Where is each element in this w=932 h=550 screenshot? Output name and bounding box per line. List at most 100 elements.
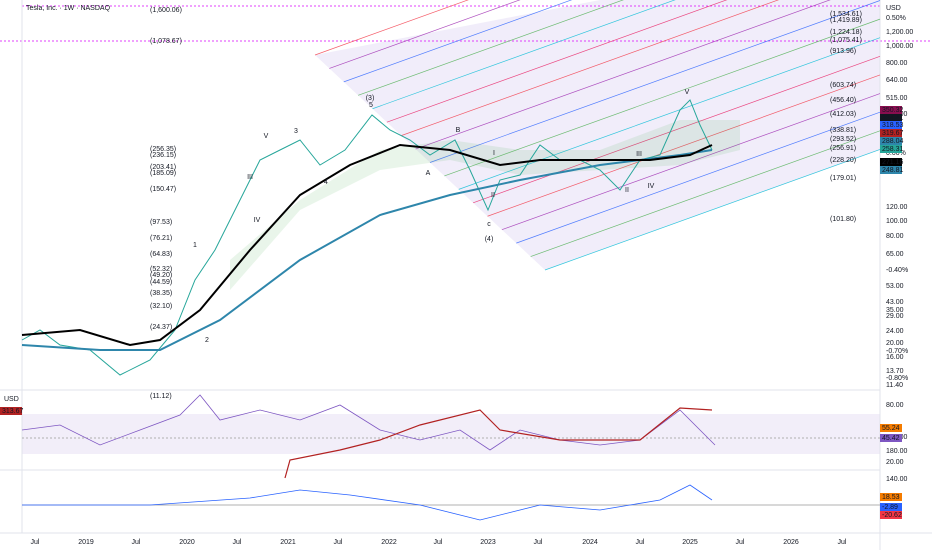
wave-label: (4) bbox=[485, 236, 494, 243]
price-label: 100.00 bbox=[886, 218, 908, 225]
time-label: Jul bbox=[838, 539, 847, 546]
fib-label: (228.20) bbox=[830, 157, 856, 164]
fib-label: (1,078.67) bbox=[150, 38, 182, 45]
pitchfork-area bbox=[315, 0, 880, 270]
time-label: Jul bbox=[31, 539, 40, 546]
pitchfork-line bbox=[473, 56, 881, 204]
price-tag bbox=[880, 145, 902, 153]
pitchfork-line bbox=[372, 0, 676, 110]
value-tag bbox=[880, 511, 902, 519]
wave-label: V bbox=[685, 89, 690, 96]
time-label: 2024 bbox=[582, 539, 598, 546]
time-label: 2019 bbox=[78, 539, 94, 546]
time-label: 2022 bbox=[381, 539, 397, 546]
time-label: 2026 bbox=[783, 539, 799, 546]
pitchfork-line bbox=[444, 18, 881, 177]
pitchfork-line bbox=[314, 0, 469, 56]
price-tag-text: 350.32 bbox=[882, 107, 904, 114]
fib-label: (11.12) bbox=[150, 393, 172, 400]
fib-label: (236.15) bbox=[150, 152, 176, 159]
fib-label: (76.21) bbox=[150, 235, 172, 242]
price-label: -0.80% bbox=[886, 375, 908, 382]
time-label: Jul bbox=[334, 539, 343, 546]
indicator bbox=[284, 407, 713, 479]
price-label: 35.00 bbox=[886, 307, 904, 314]
price-label: 29.00 bbox=[886, 313, 904, 320]
wave-label: A bbox=[426, 170, 431, 177]
time-label: Jul bbox=[233, 539, 242, 546]
wave-label: 5 bbox=[369, 102, 373, 109]
price-tag bbox=[880, 114, 902, 122]
fib-label: (603.74) bbox=[830, 82, 856, 89]
fib-label: (97.53) bbox=[150, 219, 172, 226]
fib-label: (52.32) bbox=[150, 266, 172, 273]
pitchfork-line bbox=[501, 93, 881, 231]
pitchfork-line bbox=[458, 37, 881, 190]
price-tag bbox=[880, 121, 902, 129]
time-label: 2021 bbox=[280, 539, 296, 546]
price-label: 1,200.00 bbox=[886, 29, 913, 36]
fib-label: (256.91) bbox=[830, 145, 856, 152]
price-tag bbox=[880, 137, 902, 145]
macd bbox=[22, 484, 713, 521]
fib-label: (38.35) bbox=[150, 290, 172, 297]
fib-label: (1,075.41) bbox=[830, 37, 862, 44]
pitchfork-line bbox=[329, 0, 521, 69]
price-label: 0.00% bbox=[886, 150, 906, 157]
fib-label: (150.47) bbox=[150, 186, 176, 193]
time-label: 2023 bbox=[480, 539, 496, 546]
time-label: Jul bbox=[132, 539, 141, 546]
value-tag-text: -20.62 bbox=[882, 512, 902, 519]
rsi bbox=[21, 394, 716, 451]
wave-label: II bbox=[491, 192, 495, 199]
wave-label: 3 bbox=[294, 128, 298, 135]
wave-label: 1 bbox=[193, 242, 197, 249]
time-label: Jul bbox=[736, 539, 745, 546]
price-label: 120.00 bbox=[886, 204, 908, 211]
value-tag-text: 55.24 bbox=[882, 425, 900, 432]
pitchfork-line bbox=[429, 0, 881, 163]
pitchfork-line bbox=[401, 0, 780, 136]
ma-slow bbox=[21, 149, 713, 351]
time-label: 2020 bbox=[179, 539, 195, 546]
value-tag bbox=[880, 434, 902, 442]
rsi-band bbox=[22, 414, 880, 454]
price-tag-text: 271.16 bbox=[882, 159, 904, 166]
price-label: 11.40 bbox=[886, 382, 903, 389]
ma-fast bbox=[21, 143, 713, 347]
price-label: 800.00 bbox=[886, 60, 908, 67]
wave-label: I bbox=[493, 150, 495, 157]
rsi-axis-label: 180.00 bbox=[886, 448, 908, 455]
pitchfork-line bbox=[358, 0, 624, 96]
value-tag-text: -2.89 bbox=[882, 504, 898, 511]
price-tag-text: 288.04 bbox=[882, 138, 904, 145]
symbol-title: Tesla, Inc. · 1W · NASDAQ bbox=[26, 5, 111, 12]
rsi-currency: USD bbox=[4, 396, 19, 403]
price-tag bbox=[880, 166, 902, 174]
pitchfork-line bbox=[516, 111, 881, 244]
fib-label: (1,534.61) bbox=[830, 11, 862, 18]
price-label: 16.00 bbox=[886, 354, 904, 361]
wave-label: c bbox=[487, 221, 491, 228]
time-label: Jul bbox=[636, 539, 645, 546]
wave-label: V bbox=[264, 133, 269, 140]
price-tag-text: 318.53 bbox=[882, 122, 904, 129]
value-tag-text: 313.67 bbox=[2, 408, 24, 415]
pitchfork-line bbox=[530, 130, 881, 257]
price-label: -0.70% bbox=[886, 348, 908, 355]
value-tag bbox=[0, 407, 22, 415]
fib-label: (32.10) bbox=[150, 303, 172, 310]
pitchfork-line bbox=[343, 0, 573, 83]
price-label: 1,000.00 bbox=[886, 43, 913, 50]
fib-label: (456.40) bbox=[830, 97, 856, 104]
price-tag bbox=[880, 129, 902, 137]
fib-label: (49.20) bbox=[150, 272, 172, 279]
price-tag-text: 248.81 bbox=[882, 167, 904, 174]
price-label: 13.70 bbox=[886, 368, 904, 375]
time-label: 2025 bbox=[682, 539, 698, 546]
fib-label: (293.52) bbox=[830, 136, 856, 143]
fib-label: (412.03) bbox=[830, 111, 856, 118]
price-label: -0.40% bbox=[886, 267, 908, 274]
price-tag-text: 258.31 bbox=[882, 146, 904, 153]
